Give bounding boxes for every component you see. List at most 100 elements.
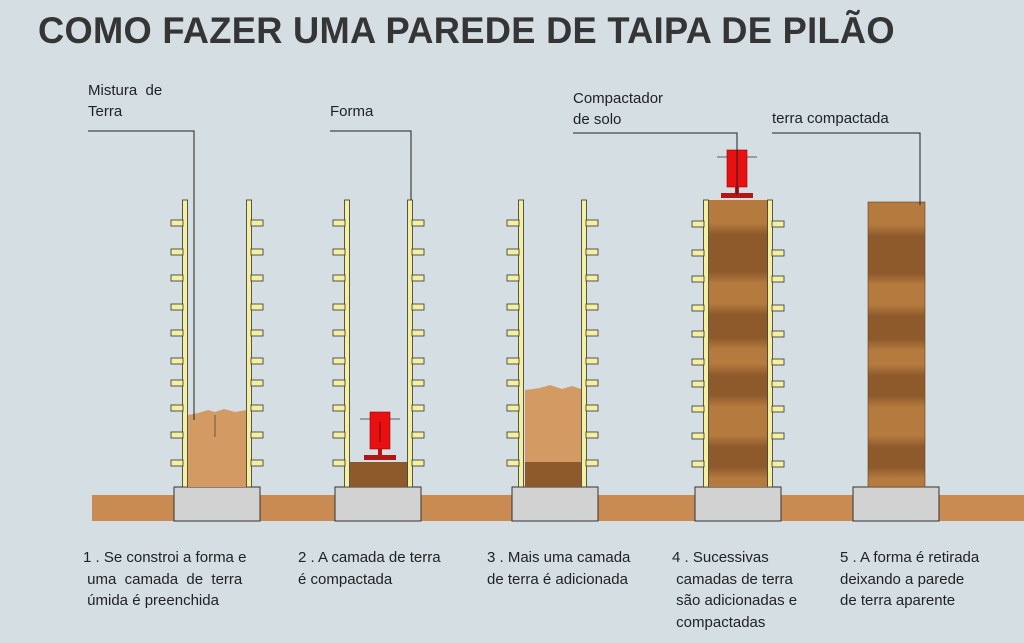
form-rail-cleat	[585, 329, 599, 337]
form-rail-cleat	[691, 249, 705, 257]
form-rail	[246, 199, 252, 488]
form-rail-cleat	[771, 358, 785, 366]
form-rail-cleat	[332, 379, 346, 387]
form-rail-cleat	[771, 380, 785, 388]
form-rail-cleat	[332, 274, 346, 282]
form-rail-cleat	[506, 431, 520, 439]
form-rail-cleat	[332, 357, 346, 365]
form-rail-cleat	[332, 431, 346, 439]
form-rail-cleat	[771, 304, 785, 312]
form-rail-cleat	[170, 404, 184, 412]
form-rail-cleat	[250, 329, 264, 337]
form-rail	[407, 199, 413, 488]
form-rail-cleat	[250, 379, 264, 387]
form-rail-cleat	[250, 274, 264, 282]
form-rail-cleat	[691, 330, 705, 338]
diagram-title: COMO FAZER UMA PAREDE DE TAIPA DE PILÃO	[38, 10, 895, 51]
form-rail-cleat	[170, 357, 184, 365]
compacted-earth-layer	[350, 462, 408, 487]
form-rail-cleat	[691, 380, 705, 388]
form-rail-cleat	[332, 248, 346, 256]
form-rail-cleat	[585, 431, 599, 439]
compacted-earth-wall	[709, 200, 768, 487]
form-rail	[518, 199, 524, 488]
form-rail-cleat	[691, 275, 705, 283]
form-rail-cleat	[411, 357, 425, 365]
form-rail-cleat	[411, 274, 425, 282]
label-compacted-earth: terra compactada	[772, 110, 889, 127]
leader-line-mixture	[88, 130, 195, 420]
form-rail-cleat	[585, 274, 599, 282]
form-rail-cleat	[771, 249, 785, 257]
concrete-footing	[334, 486, 422, 522]
form-rail-cleat	[506, 459, 520, 467]
compactor-shaft	[378, 449, 382, 455]
form-rail-cleat	[506, 357, 520, 365]
form-rail-cleat	[691, 304, 705, 312]
form-rail	[767, 199, 773, 488]
form-rail-cleat	[411, 303, 425, 311]
leader-line-compacted-earth	[772, 132, 921, 205]
loose-earth-layer	[525, 385, 581, 462]
form-rail-cleat	[691, 358, 705, 366]
form-rail-cleat	[170, 219, 184, 227]
form-rail-cleat	[506, 248, 520, 256]
form-rail-cleat	[691, 405, 705, 413]
form-rail-cleat	[691, 220, 705, 228]
form-rail-cleat	[585, 379, 599, 387]
form-rail-cleat	[170, 431, 184, 439]
form-rail-cleat	[411, 329, 425, 337]
form-rail-cleat	[250, 248, 264, 256]
form-rail-cleat	[250, 431, 264, 439]
form-rail-cleat	[506, 274, 520, 282]
form-rail-cleat	[250, 357, 264, 365]
form-rail-cleat	[506, 379, 520, 387]
compactor-plate	[364, 455, 396, 460]
form-rail-cleat	[771, 432, 785, 440]
form-rail-cleat	[771, 460, 785, 468]
caption-step-5: 5 . A forma é retirada deixando a parede…	[840, 549, 980, 609]
form-rail-cleat	[585, 219, 599, 227]
form-rail-cleat	[170, 459, 184, 467]
form-rail	[182, 199, 188, 488]
form-rail-cleat	[411, 219, 425, 227]
form-rail-cleat	[250, 459, 264, 467]
caption-step-1: 1 . Se constroi a forma e uma camada de …	[83, 549, 247, 609]
form-rail	[344, 199, 350, 488]
form-rail-cleat	[170, 329, 184, 337]
form-rail-cleat	[506, 404, 520, 412]
form-rail-cleat	[771, 220, 785, 228]
form-rail-cleat	[691, 432, 705, 440]
caption-step-2: 2 . A camada de terra é compactada	[298, 549, 441, 588]
concrete-footing	[852, 486, 940, 522]
form-rail-cleat	[506, 303, 520, 311]
caption-step-4: 4 . Sucessivas camadas de terra são adic…	[672, 549, 798, 631]
form-rail-cleat	[411, 459, 425, 467]
form-rail-cleat	[771, 275, 785, 283]
form-rail-cleat	[411, 404, 425, 412]
concrete-footing	[511, 486, 599, 522]
form-rail-cleat	[506, 329, 520, 337]
form-rail-cleat	[332, 219, 346, 227]
form-rail-cleat	[585, 459, 599, 467]
form-rail-cleat	[250, 404, 264, 412]
form-rail-cleat	[411, 431, 425, 439]
form-rail-cleat	[250, 303, 264, 311]
form-rail-cleat	[585, 248, 599, 256]
caption-step-3: 3 . Mais uma camada de terra é adicionad…	[487, 549, 631, 588]
form-rail-cleat	[170, 379, 184, 387]
form-rail-cleat	[332, 404, 346, 412]
label-earth-mixture: Mistura de Terra	[88, 82, 163, 120]
form-rail-cleat	[170, 248, 184, 256]
form-rail-cleat	[691, 460, 705, 468]
compacted-earth-layer	[525, 462, 581, 487]
form-rail-cleat	[332, 329, 346, 337]
form-rail-cleat	[771, 330, 785, 338]
form-rail-cleat	[585, 303, 599, 311]
form-rail-cleat	[170, 274, 184, 282]
concrete-footing	[694, 486, 782, 522]
concrete-footing	[173, 486, 261, 522]
finished-rammed-earth-wall	[867, 201, 926, 488]
form-rail-cleat	[411, 379, 425, 387]
